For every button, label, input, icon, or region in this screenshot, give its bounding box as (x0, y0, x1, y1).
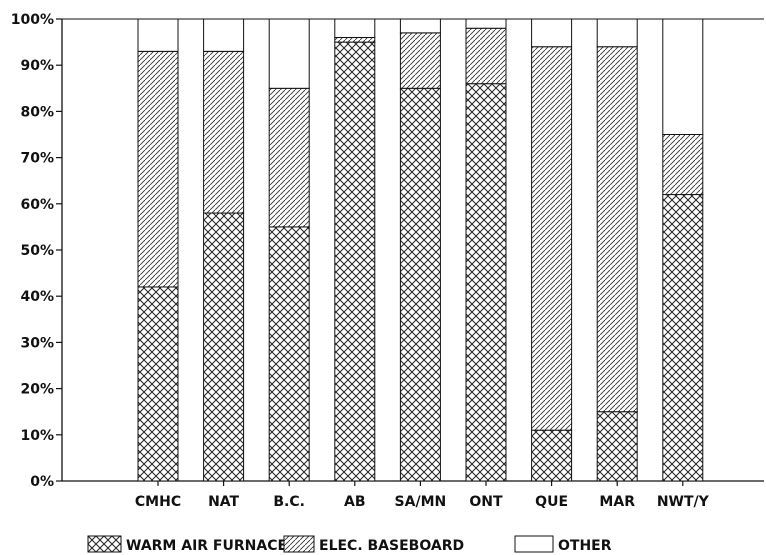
bar-segment-crosshatch (662, 194, 704, 482)
category-label: CMHC (135, 494, 181, 510)
legend: WARM AIR FURNACE ELEC. BASEBOARD OTHER (87, 535, 612, 554)
bar-segment-crosshatch (203, 212, 245, 482)
y-tick-label: 70% (20, 151, 54, 167)
y-tick-label: 20% (20, 382, 54, 398)
legend-label: ELEC. BASEBOARD (319, 538, 464, 554)
bar-segment-blank (334, 18, 376, 38)
bar-segment-diagonal (531, 46, 573, 431)
bar-segment-crosshatch (399, 87, 441, 482)
bar-segment-diagonal (662, 134, 704, 196)
bar-segment-diagonal (596, 46, 638, 413)
legend-label: OTHER (558, 538, 612, 554)
bar-segment-blank (137, 18, 179, 52)
legend-swatch-diagonal (283, 535, 315, 553)
bar-segment-blank (268, 18, 310, 89)
bar-segment-crosshatch (531, 429, 573, 482)
bar-segment-diagonal (399, 32, 441, 89)
category-label: B.C. (273, 494, 305, 510)
y-tick-label: 50% (20, 243, 54, 259)
category-label: SA/MN (395, 494, 447, 510)
y-tick-label: 40% (20, 289, 54, 305)
bars: CMHC NAT B.C. AB SA/MN ONT QUE MAR NWT/Y (135, 18, 710, 510)
legend-swatch-blank (514, 535, 554, 553)
bar-segment-crosshatch (334, 41, 376, 482)
legend-label: WARM AIR FURNACE (126, 538, 287, 554)
bar-segment-diagonal (334, 36, 376, 43)
bar-segment-crosshatch (268, 226, 310, 482)
category-label: QUE (535, 494, 568, 510)
category-label: NAT (208, 494, 239, 510)
category-label: AB (344, 494, 366, 510)
bar-segment-crosshatch (596, 411, 638, 482)
bar-segment-blank (596, 18, 638, 48)
bar-segment-blank (531, 18, 573, 48)
y-tick-label: 0% (30, 474, 54, 490)
category-label: MAR (599, 494, 635, 510)
y-tick-label: 30% (20, 335, 54, 351)
y-tick-label: 60% (20, 197, 54, 213)
y-tick-label: 80% (20, 104, 54, 120)
bar-segment-crosshatch (137, 286, 179, 482)
bar-segment-blank (399, 18, 441, 34)
category-label: ONT (469, 494, 503, 510)
bar-segment-diagonal (268, 87, 310, 228)
y-tick-label: 90% (20, 58, 54, 74)
axes: 0% 10% 20% 30% 40% 50% 60% 70% 80% 90% 100% (11, 12, 764, 490)
category-label: NWT/Y (657, 494, 710, 510)
bar-segment-diagonal (203, 50, 245, 214)
bar-segment-blank (203, 18, 245, 52)
legend-swatch-crosshatch (87, 535, 122, 553)
y-tick-label: 10% (20, 428, 54, 444)
bar-segment-blank (662, 18, 704, 135)
bar-segment-diagonal (137, 50, 179, 288)
bar-segment-crosshatch (465, 83, 507, 482)
bar-segment-blank (465, 18, 507, 29)
y-tick-label: 100% (11, 12, 54, 28)
bar-segment-diagonal (465, 27, 507, 85)
